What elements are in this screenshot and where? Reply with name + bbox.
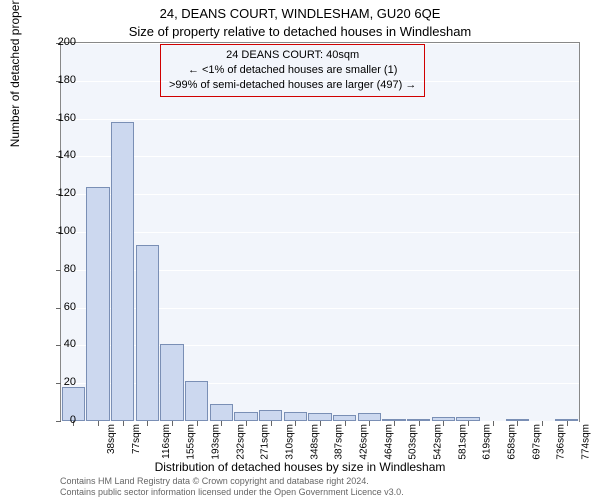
histogram-bar: [136, 245, 159, 421]
xtick-mark: [172, 421, 173, 426]
ytick-label: 120: [52, 187, 76, 199]
xtick-label: 542sqm: [433, 424, 444, 460]
gridline: [61, 119, 579, 120]
xtick-label: 774sqm: [581, 424, 592, 460]
histogram-bar: [160, 344, 183, 421]
plot-area: [60, 42, 580, 422]
xtick-label: 736sqm: [556, 424, 567, 460]
xtick-label: 38sqm: [106, 424, 117, 454]
histogram-bar: [210, 404, 233, 421]
ytick-label: 80: [52, 263, 76, 275]
xtick-label: 387sqm: [334, 424, 345, 460]
annotation-box: 24 DEANS COURT: 40sqm ← <1% of detached …: [160, 44, 425, 97]
histogram-bar: [86, 187, 109, 421]
xtick-mark: [197, 421, 198, 426]
ytick-label: 160: [52, 112, 76, 124]
gridline: [61, 194, 579, 195]
xtick-label: 232sqm: [235, 424, 246, 460]
xtick-mark: [98, 421, 99, 426]
histogram-bar: [111, 122, 134, 421]
histogram-bar: [234, 412, 257, 421]
xtick-mark: [345, 421, 346, 426]
y-axis-label: Number of detached properties: [8, 0, 22, 147]
gridline: [61, 232, 579, 233]
caption: Contains HM Land Registry data © Crown c…: [60, 476, 404, 499]
x-axis-label: Distribution of detached houses by size …: [0, 460, 600, 474]
histogram-bar: [185, 381, 208, 421]
xtick-mark: [493, 421, 494, 426]
ytick-label: 200: [52, 36, 76, 48]
ytick-label: 20: [52, 376, 76, 388]
chart-title-main: 24, DEANS COURT, WINDLESHAM, GU20 6QE: [0, 6, 600, 21]
xtick-label: 155sqm: [186, 424, 197, 460]
ytick-label: 40: [52, 338, 76, 350]
xtick-label: 658sqm: [507, 424, 518, 460]
xtick-label: 348sqm: [309, 424, 320, 460]
chart-title-sub: Size of property relative to detached ho…: [0, 24, 600, 39]
annotation-line1: 24 DEANS COURT: 40sqm: [169, 48, 416, 63]
xtick-label: 503sqm: [408, 424, 419, 460]
ytick-label: 0: [52, 414, 76, 426]
ytick-label: 60: [52, 301, 76, 313]
xtick-mark: [147, 421, 148, 426]
caption-line1: Contains HM Land Registry data © Crown c…: [60, 476, 404, 487]
xtick-label: 697sqm: [531, 424, 542, 460]
xtick-mark: [567, 421, 568, 426]
histogram-bar: [284, 412, 307, 421]
xtick-mark: [123, 421, 124, 426]
histogram-bar: [358, 413, 381, 421]
xtick-label: 77sqm: [131, 424, 142, 454]
xtick-label: 464sqm: [383, 424, 394, 460]
annotation-line3: >99% of semi-detached houses are larger …: [169, 78, 416, 93]
gridline: [61, 156, 579, 157]
histogram-chart: 24, DEANS COURT, WINDLESHAM, GU20 6QE Si…: [0, 0, 600, 500]
xtick-label: 426sqm: [359, 424, 370, 460]
histogram-bar: [308, 413, 331, 421]
annotation-line2: ← <1% of detached houses are smaller (1): [169, 63, 416, 78]
xtick-label: 116sqm: [161, 424, 172, 459]
xtick-mark: [419, 421, 420, 426]
ytick-label: 180: [52, 74, 76, 86]
histogram-bar: [259, 410, 282, 421]
xtick-label: 193sqm: [211, 424, 222, 460]
xtick-label: 619sqm: [482, 424, 493, 460]
xtick-label: 310sqm: [285, 424, 296, 460]
caption-line2: Contains public sector information licen…: [60, 487, 404, 498]
xtick-label: 581sqm: [457, 424, 468, 460]
xtick-mark: [271, 421, 272, 426]
ytick-label: 100: [52, 225, 76, 237]
ytick-label: 140: [52, 149, 76, 161]
xtick-label: 271sqm: [260, 424, 271, 460]
